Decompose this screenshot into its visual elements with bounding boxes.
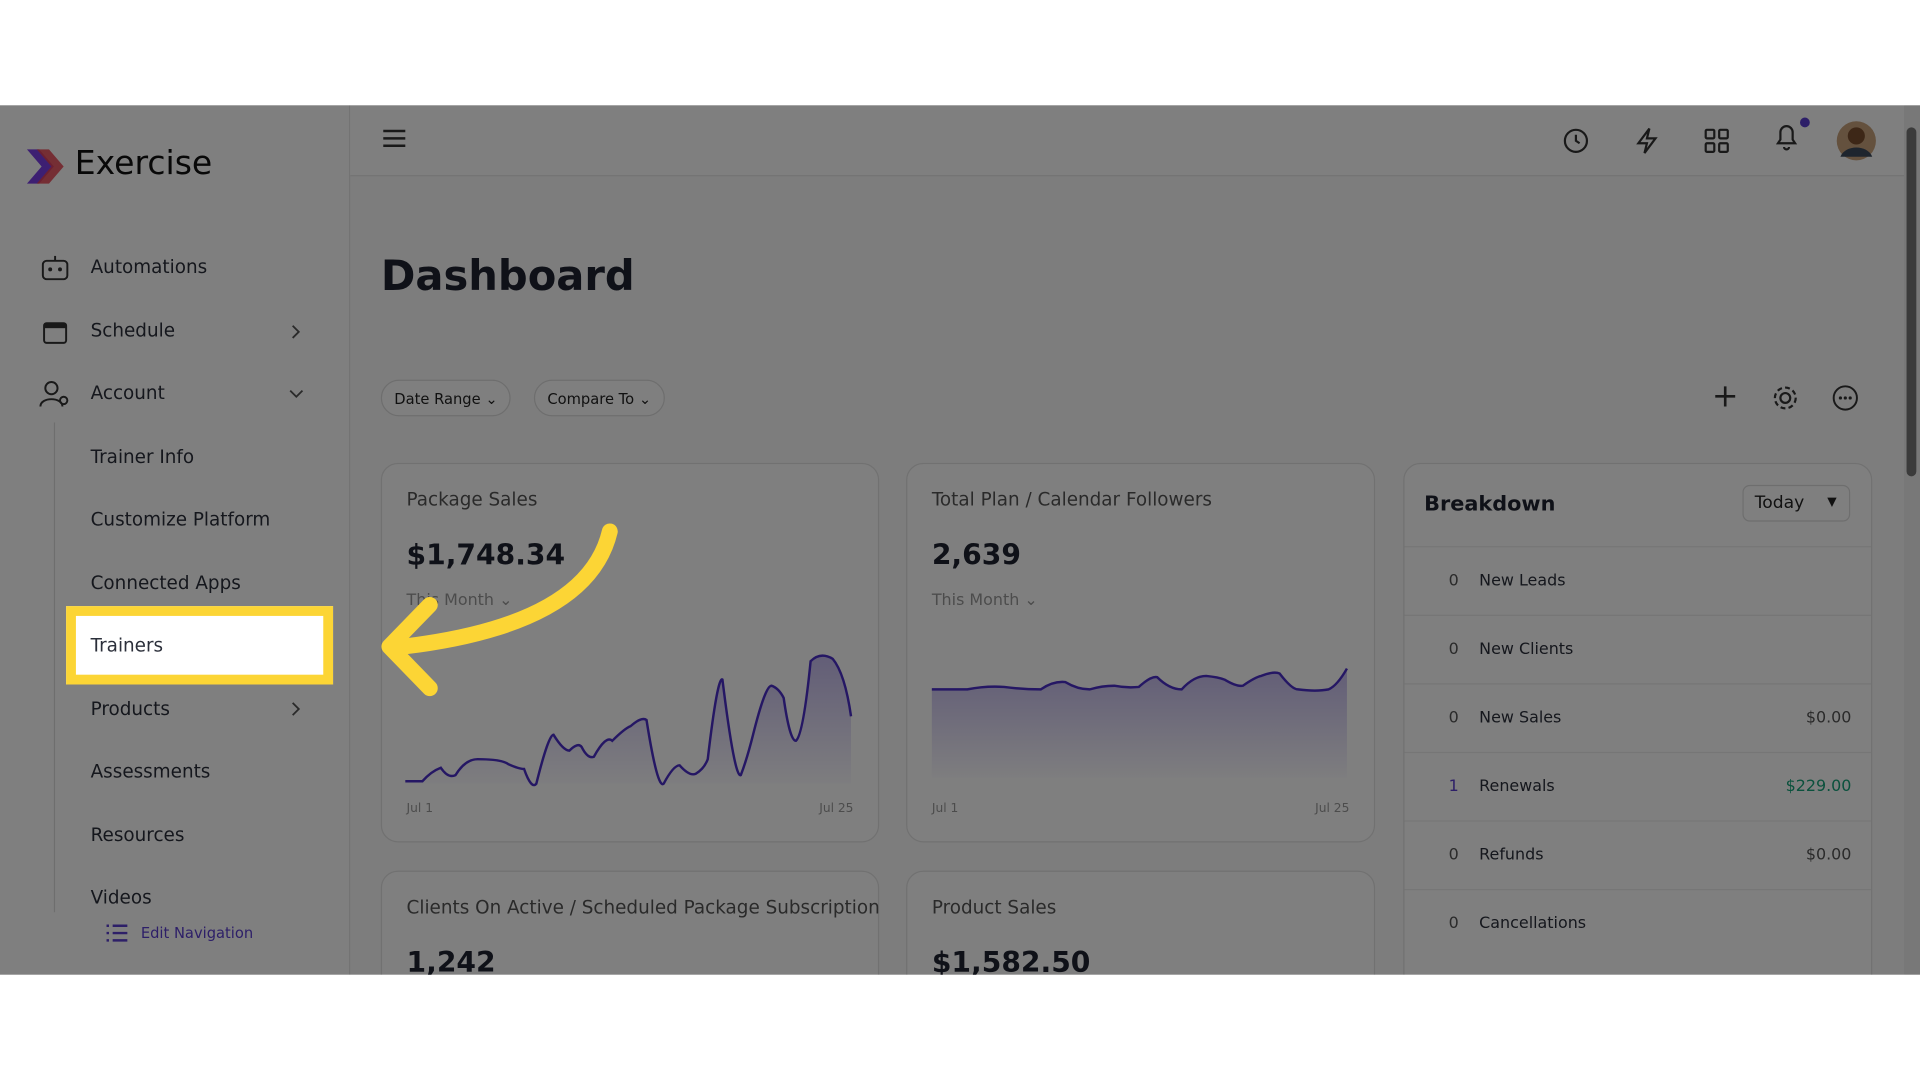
highlight-box: Trainers <box>66 606 334 685</box>
dim-overlay <box>0 105 1920 975</box>
sub-nav-item[interactable]: Trainers <box>90 634 164 657</box>
